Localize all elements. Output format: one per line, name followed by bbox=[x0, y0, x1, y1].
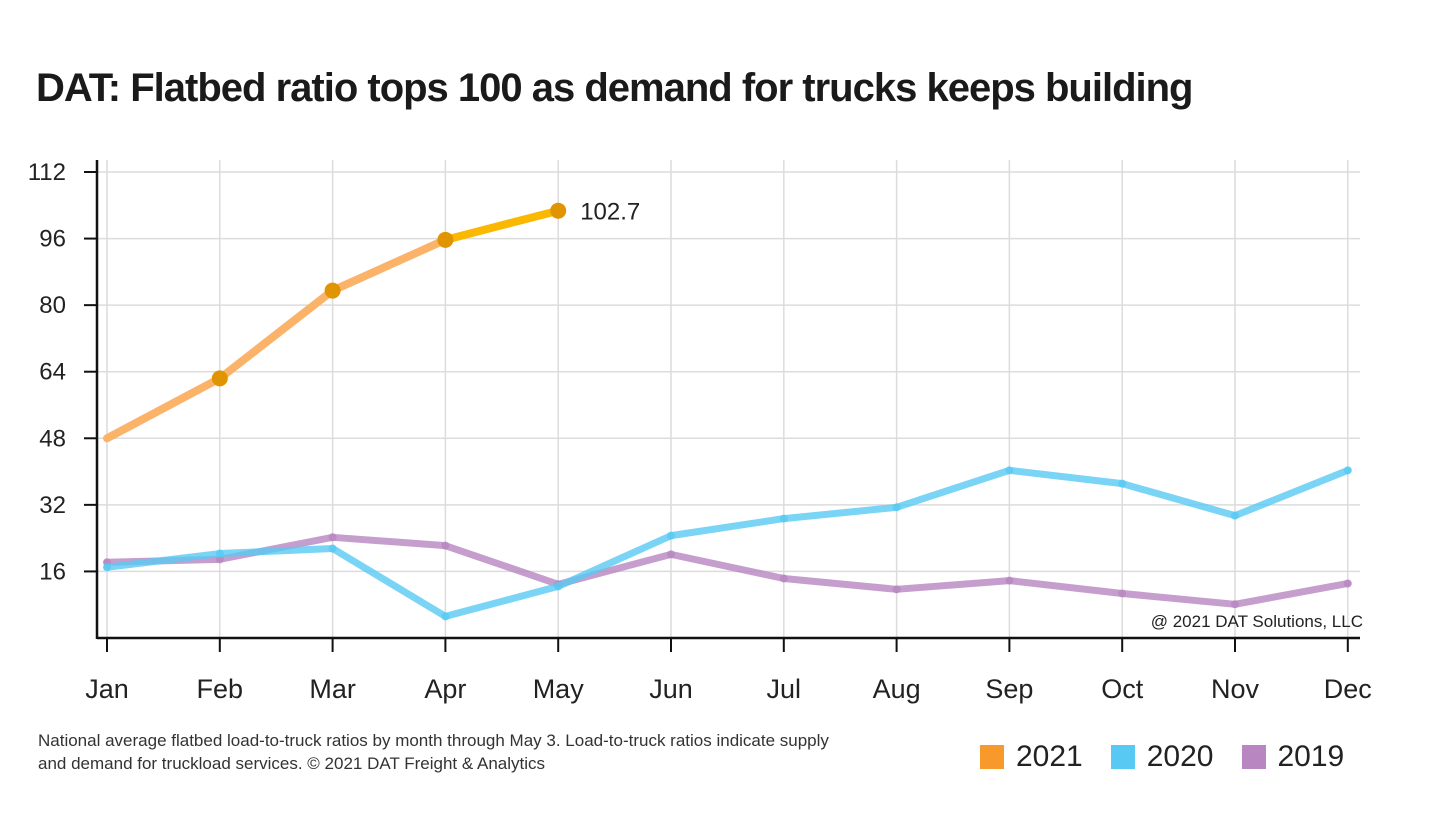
chart-title: DAT: Flatbed ratio tops 100 as demand fo… bbox=[36, 66, 1193, 110]
data-point-2020 bbox=[1118, 479, 1127, 488]
y-tick-label: 80 bbox=[39, 292, 66, 319]
data-point-2019 bbox=[1231, 600, 1239, 609]
data-point-2020 bbox=[441, 612, 450, 621]
x-tick-label: May bbox=[533, 674, 585, 704]
data-point-2020 bbox=[554, 582, 563, 591]
x-tick-label: Apr bbox=[424, 674, 466, 704]
legend-item-2020: 2020 bbox=[1110, 740, 1214, 774]
x-tick-label: Oct bbox=[1101, 674, 1144, 704]
y-tick-label: 96 bbox=[39, 226, 66, 253]
series-line-2021-latest bbox=[441, 206, 563, 244]
x-tick-label: Dec bbox=[1324, 674, 1372, 704]
y-tick-label: 64 bbox=[39, 359, 66, 386]
data-point-2019 bbox=[1343, 579, 1352, 588]
data-point-2019 bbox=[328, 533, 337, 542]
series-line-2020 bbox=[103, 466, 1352, 620]
legend-item-2021: 2021 bbox=[980, 740, 1083, 774]
x-tick-label: Sep bbox=[985, 674, 1033, 704]
x-tick-label: Jul bbox=[767, 674, 802, 704]
data-point-2019 bbox=[667, 550, 675, 559]
legend-swatch bbox=[1241, 745, 1266, 769]
x-tick-label: Jun bbox=[649, 674, 693, 704]
data-label: 102.7 bbox=[580, 199, 640, 226]
watermark: @ 2021 DAT Solutions, LLC bbox=[1151, 612, 1363, 631]
x-tick-label: Jan bbox=[85, 674, 129, 704]
data-point-2020 bbox=[667, 531, 675, 540]
legend-label: 2020 bbox=[1146, 740, 1214, 773]
x-tick-label: Aug bbox=[873, 674, 921, 704]
data-point-2020 bbox=[779, 514, 788, 523]
y-tick-label: 112 bbox=[28, 159, 66, 186]
data-point-2020 bbox=[1231, 511, 1239, 520]
data-point-2020 bbox=[215, 549, 224, 558]
y-tick-label: 32 bbox=[39, 492, 66, 519]
legend-label: 2021 bbox=[1016, 740, 1083, 773]
data-point-2019 bbox=[1005, 576, 1014, 585]
y-tick-label: 48 bbox=[39, 425, 66, 452]
data-point-2019 bbox=[441, 541, 450, 550]
data-point-2019 bbox=[779, 574, 788, 583]
x-tick-label: Nov bbox=[1211, 674, 1260, 704]
legend-item-2019: 2019 bbox=[1241, 740, 1345, 774]
data-point-2021 bbox=[437, 231, 454, 248]
data-point-2020 bbox=[103, 563, 111, 572]
legend-swatch bbox=[1110, 745, 1135, 769]
data-point-2020 bbox=[1343, 466, 1352, 475]
data-point-2019 bbox=[1118, 589, 1127, 598]
y-tick-label: 16 bbox=[39, 558, 66, 585]
data-point-2019 bbox=[892, 585, 901, 594]
data-point-2020 bbox=[328, 544, 337, 553]
series-line-2021 bbox=[103, 235, 450, 443]
data-point-2021 bbox=[550, 202, 567, 219]
legend-label: 2019 bbox=[1277, 740, 1345, 773]
x-tick-label: Mar bbox=[309, 674, 356, 704]
data-point-2019 bbox=[215, 555, 224, 564]
chart-caption: National average flatbed load-to-truck r… bbox=[38, 731, 829, 773]
x-tick-label: Feb bbox=[197, 674, 244, 704]
legend-swatch bbox=[980, 745, 1004, 769]
legend: 2021 2020 2019 bbox=[980, 740, 1344, 774]
data-point-2020 bbox=[1005, 466, 1014, 475]
series-line-2019 bbox=[103, 533, 1352, 608]
data-point-2020 bbox=[892, 503, 901, 512]
data-point-2021 bbox=[211, 370, 228, 387]
data-point-2021 bbox=[324, 282, 341, 299]
